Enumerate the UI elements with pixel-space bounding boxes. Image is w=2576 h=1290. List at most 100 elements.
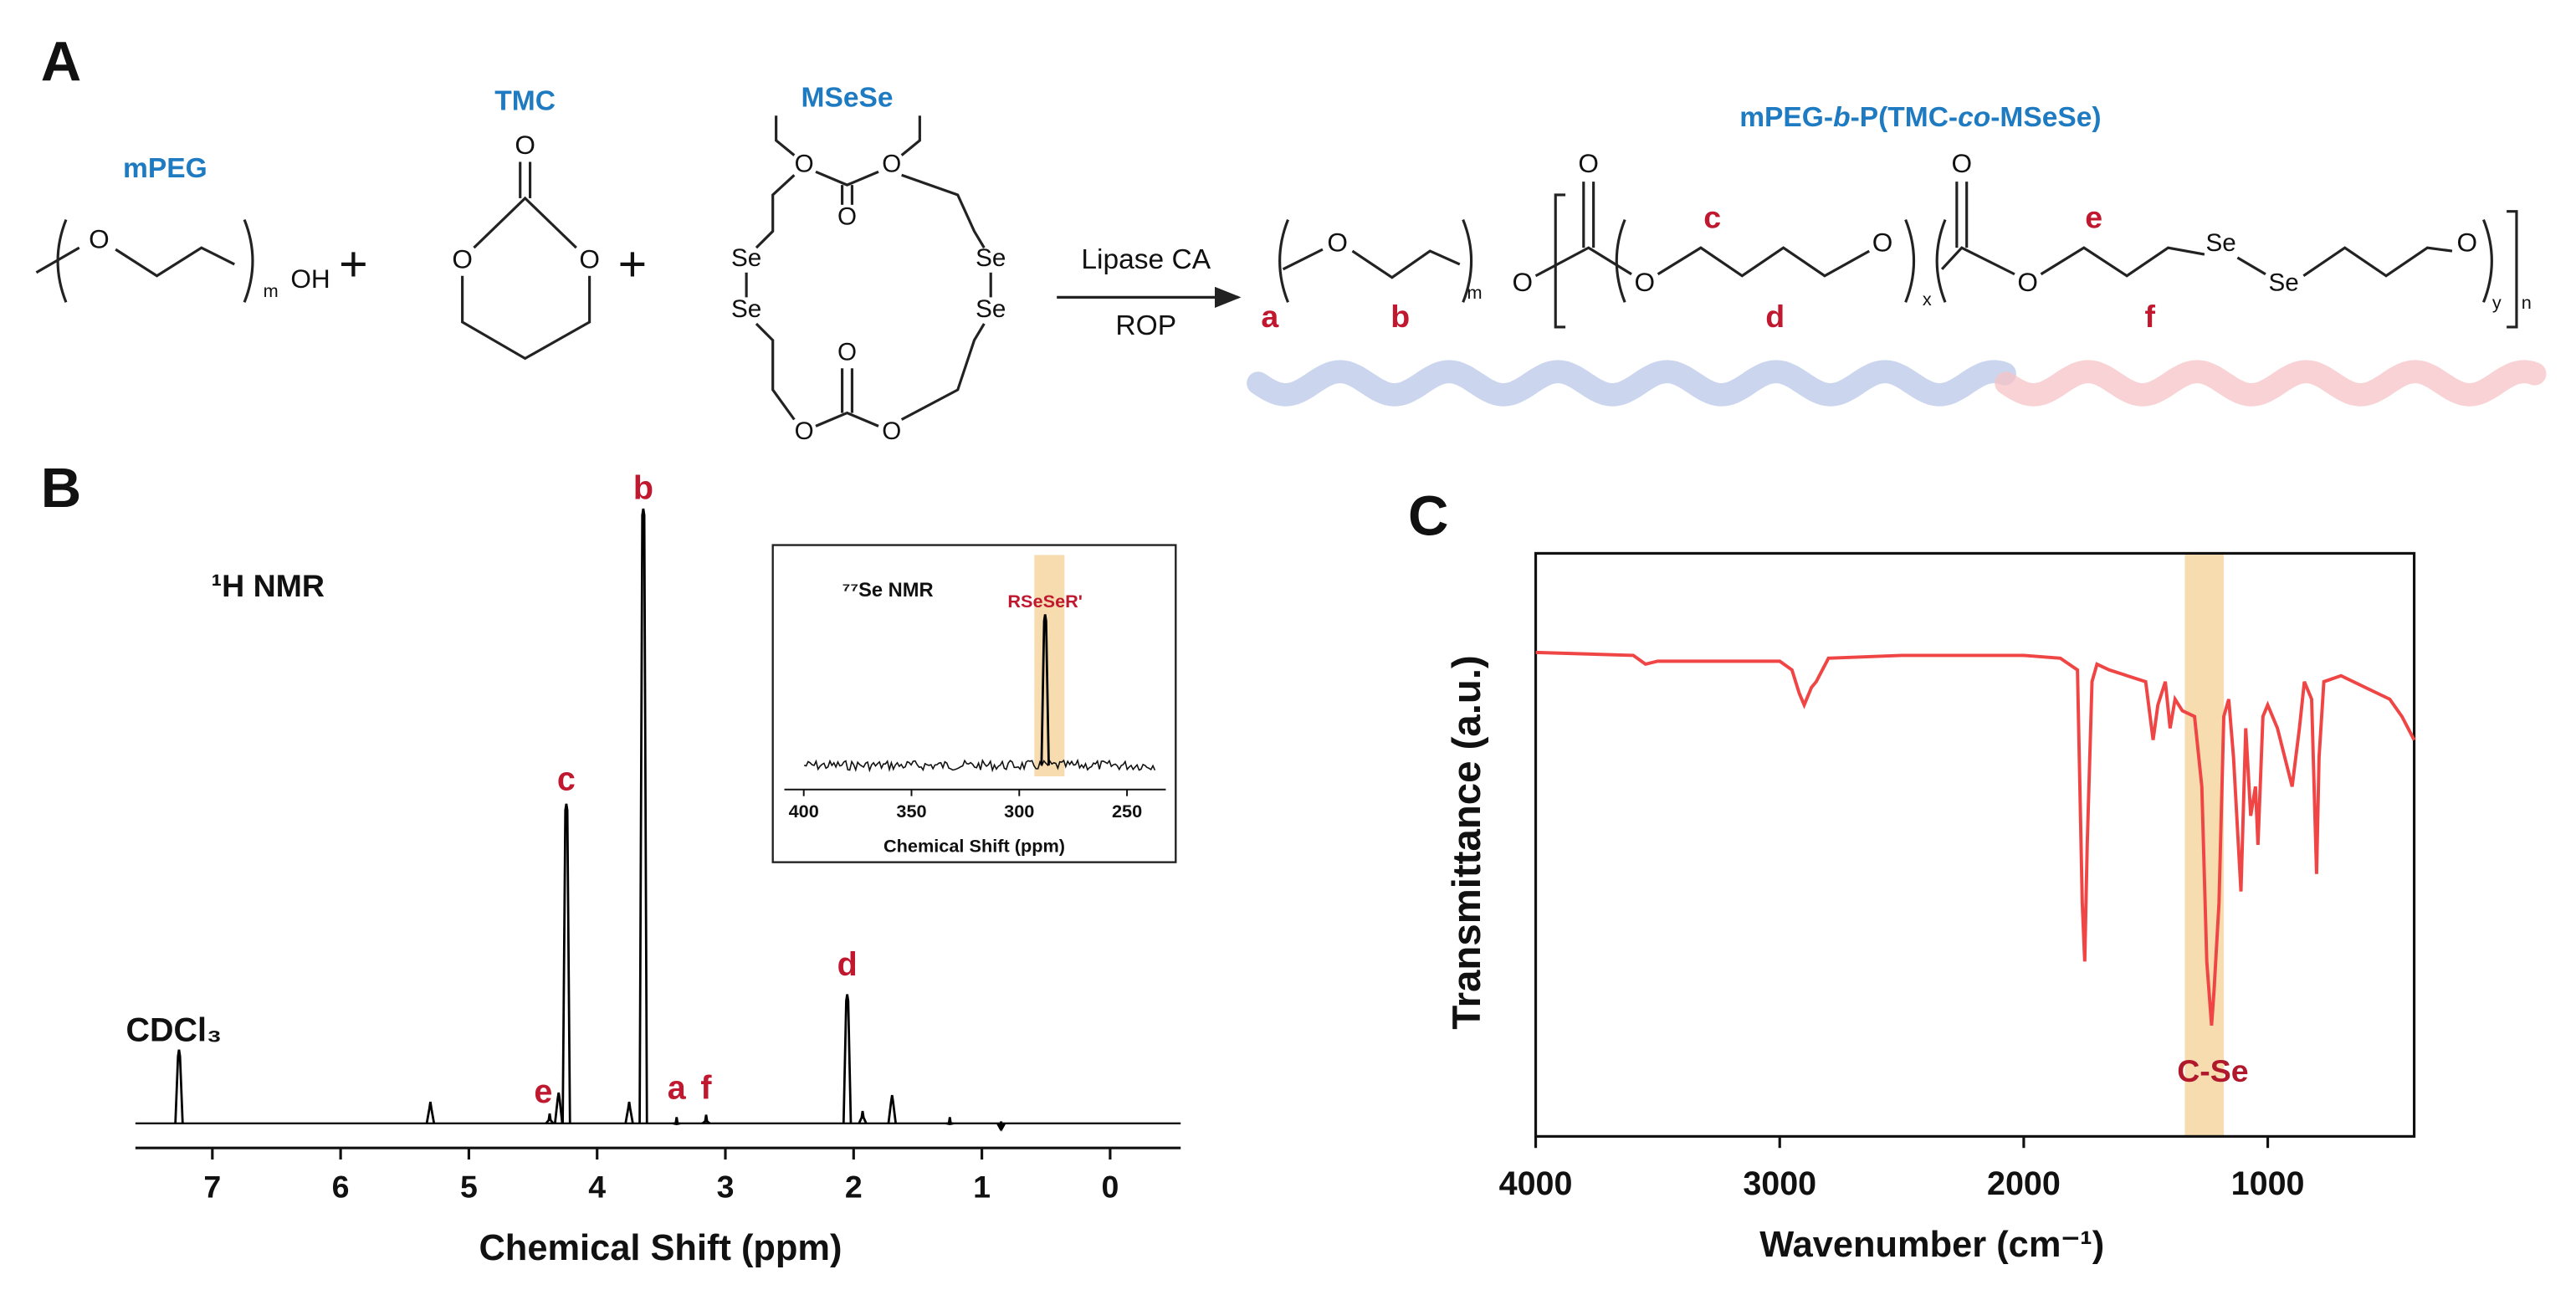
x-axis-label: Chemical Shift (ppm) xyxy=(883,836,1065,857)
name-part: mPEG- xyxy=(1739,102,1833,133)
atom-label: O xyxy=(1872,228,1893,258)
chart-title: ¹H NMR xyxy=(212,568,325,603)
annotation: a xyxy=(668,1070,687,1107)
atom-label: O xyxy=(1578,148,1599,178)
x-tick-label: 300 xyxy=(1004,801,1034,822)
peak xyxy=(701,1114,711,1124)
atom-label: Se xyxy=(976,244,1006,272)
atom-label: O xyxy=(837,338,857,366)
name-part: b xyxy=(1833,102,1850,133)
bond xyxy=(815,170,879,187)
bracket xyxy=(2482,219,2493,303)
annotation: d xyxy=(837,946,858,983)
name-part: -MSeSe) xyxy=(1990,102,2101,133)
x-tick-label: 1000 xyxy=(2231,1165,2305,1202)
x-tick-label: 2000 xyxy=(1987,1165,2061,1202)
atom-label: O xyxy=(882,150,901,177)
annotation: CDCl₃ xyxy=(125,1011,222,1048)
position-label: b xyxy=(1390,299,1410,334)
bond xyxy=(461,275,592,361)
peak xyxy=(887,1094,898,1124)
bracket xyxy=(1904,219,1916,303)
atom-label: y xyxy=(2492,292,2502,313)
peak xyxy=(545,1113,555,1124)
noise xyxy=(803,758,1156,773)
bracket xyxy=(1278,219,1289,303)
x-tick-label: 4 xyxy=(588,1169,606,1204)
atom-label: O xyxy=(89,224,110,254)
atom-label: O xyxy=(837,202,857,230)
bond xyxy=(755,322,796,421)
peak xyxy=(624,1101,634,1124)
bond xyxy=(115,246,235,278)
atom-label: OH xyxy=(290,264,330,294)
atom-label: O xyxy=(1635,267,1656,297)
bracket xyxy=(1462,219,1473,303)
annotation: C-Se xyxy=(2177,1053,2248,1088)
bond xyxy=(2302,246,2453,278)
bracket xyxy=(1935,219,1947,303)
bond xyxy=(2040,246,2205,278)
peak xyxy=(554,1092,564,1124)
bracket xyxy=(56,219,68,303)
compound-name: mPEG-b-P(TMC-co-MSeSe) xyxy=(1739,102,2101,133)
bracket xyxy=(243,219,254,303)
panel-label: B xyxy=(41,457,81,520)
peak xyxy=(842,994,853,1124)
peak xyxy=(174,1049,184,1124)
compound-name: MSeSe xyxy=(801,82,894,113)
name-part: -P(TMC- xyxy=(1851,102,1959,133)
atom-label: O xyxy=(795,417,814,445)
x-tick-label: 0 xyxy=(1101,1169,1119,1204)
position-label: f xyxy=(2145,299,2156,334)
bond xyxy=(815,411,879,427)
plus-sign: + xyxy=(618,235,648,291)
atom-label: O xyxy=(579,243,600,274)
bond xyxy=(901,173,986,248)
atom-label: Se xyxy=(976,295,1006,323)
atom-label: O xyxy=(2456,228,2477,258)
bond xyxy=(755,174,796,249)
plus-sign: + xyxy=(339,235,368,291)
bond xyxy=(1940,246,2015,276)
position-label: c xyxy=(1703,199,1721,234)
peak xyxy=(1040,614,1050,765)
x-tick-label: 2 xyxy=(845,1169,863,1204)
peak xyxy=(638,508,648,1124)
bond xyxy=(900,323,986,421)
annotation: f xyxy=(700,1070,712,1107)
position-label: a xyxy=(1261,299,1279,334)
x-tick-label: 3000 xyxy=(1743,1165,1816,1202)
wave xyxy=(1995,360,2547,407)
peak xyxy=(561,803,571,1124)
x-tick-label: 400 xyxy=(789,801,819,822)
atom-label: Se xyxy=(2206,229,2236,257)
bracket xyxy=(1554,193,1566,329)
bond xyxy=(775,115,796,156)
atom-label: O xyxy=(515,130,535,160)
position-label: d xyxy=(1765,299,1785,334)
bond xyxy=(1657,246,1871,278)
scheme-bonds xyxy=(35,115,2518,427)
x-tick-label: 7 xyxy=(203,1169,221,1204)
inset-frame xyxy=(771,544,1177,863)
peak xyxy=(996,1121,1006,1132)
bond xyxy=(1351,249,1461,279)
bond xyxy=(900,115,921,156)
x-tick-label: 3 xyxy=(717,1169,735,1204)
atom-label: Se xyxy=(731,244,761,272)
x-tick-label: 6 xyxy=(332,1169,350,1204)
atom-label: O xyxy=(1951,148,1972,178)
annotation: e xyxy=(534,1073,552,1110)
atom-label: O xyxy=(1512,267,1533,297)
atom-label: O xyxy=(882,417,901,445)
panel-label: C xyxy=(1408,485,1448,548)
compound-name: mPEG xyxy=(123,153,207,184)
reaction-condition: ROP xyxy=(1115,310,1176,341)
x-tick-label: 350 xyxy=(896,801,926,822)
atom-label: O xyxy=(795,150,814,177)
name-part: co xyxy=(1958,102,1990,133)
x-tick-label: 1 xyxy=(973,1169,991,1204)
peak xyxy=(425,1101,436,1124)
